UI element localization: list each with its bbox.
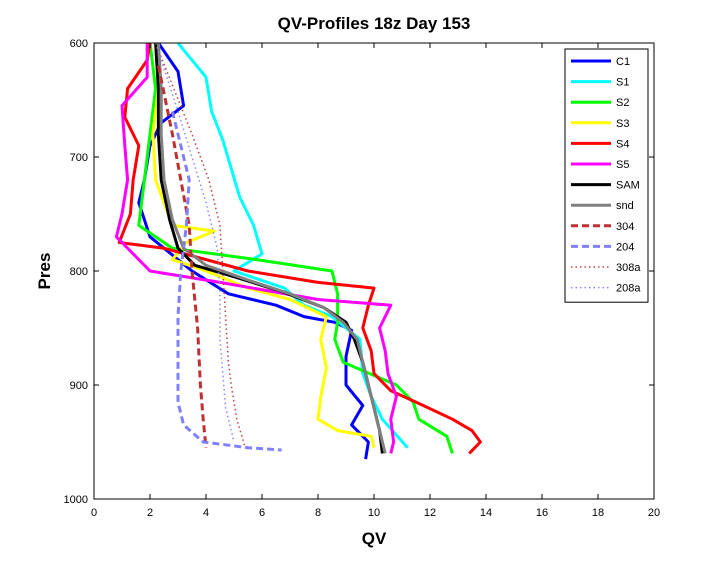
legend-label: S2: [616, 97, 629, 109]
x-axis-label: QV: [362, 529, 387, 548]
legend-label: 304: [616, 221, 634, 233]
y-axis-label: Pres: [35, 253, 54, 290]
series-line-s2: [137, 43, 454, 454]
x-tick-label: 12: [424, 507, 436, 519]
x-tick-label: 14: [480, 507, 492, 519]
x-tick-label: 0: [91, 507, 97, 519]
plot-frame: [93, 42, 655, 500]
y-tick-label: 800: [70, 266, 88, 278]
x-tick-label: 10: [368, 507, 380, 519]
chart-title: QV-Profiles 18z Day 153: [278, 14, 471, 33]
legend-label: 208a: [616, 283, 641, 295]
legend-label: SAM: [616, 180, 640, 192]
series-line-s5: [114, 43, 398, 454]
legend-label: 308a: [616, 262, 641, 274]
legend: C1 S1 S2 S3 S4 S5 SAM snd 304 204 308a 208a: [564, 48, 649, 303]
legend-label: 204: [616, 241, 634, 253]
legend-label: S3: [616, 118, 629, 130]
x-tick-label: 2: [147, 507, 153, 519]
x-tick-label: 16: [536, 507, 548, 519]
x-tick-label: 8: [315, 507, 321, 519]
y-tick-label: 600: [70, 38, 88, 50]
series-line-308a: [154, 43, 246, 448]
legend-label: S1: [616, 77, 629, 89]
y-tick-label: 700: [70, 152, 88, 164]
series-line-snd: [156, 43, 387, 454]
y-tick-label: 900: [70, 380, 88, 392]
y-tick-label: 1000: [64, 494, 88, 506]
plot-background: [94, 43, 654, 499]
x-tick-label: 6: [259, 507, 265, 519]
series-line-208a: [154, 43, 235, 443]
series-line-304: [156, 65, 208, 448]
x-tick-label: 20: [648, 507, 660, 519]
legend-box: [564, 48, 649, 303]
legend-label: C1: [616, 56, 630, 68]
x-tick-label: 18: [592, 507, 604, 519]
x-tick-label: 4: [203, 507, 209, 519]
series-line-s1: [176, 43, 409, 449]
legend-label: S5: [616, 159, 629, 171]
legend-label: S4: [616, 138, 629, 150]
series-line-s4: [117, 43, 482, 455]
legend-label: snd: [616, 200, 634, 212]
series-layer: [114, 43, 482, 460]
